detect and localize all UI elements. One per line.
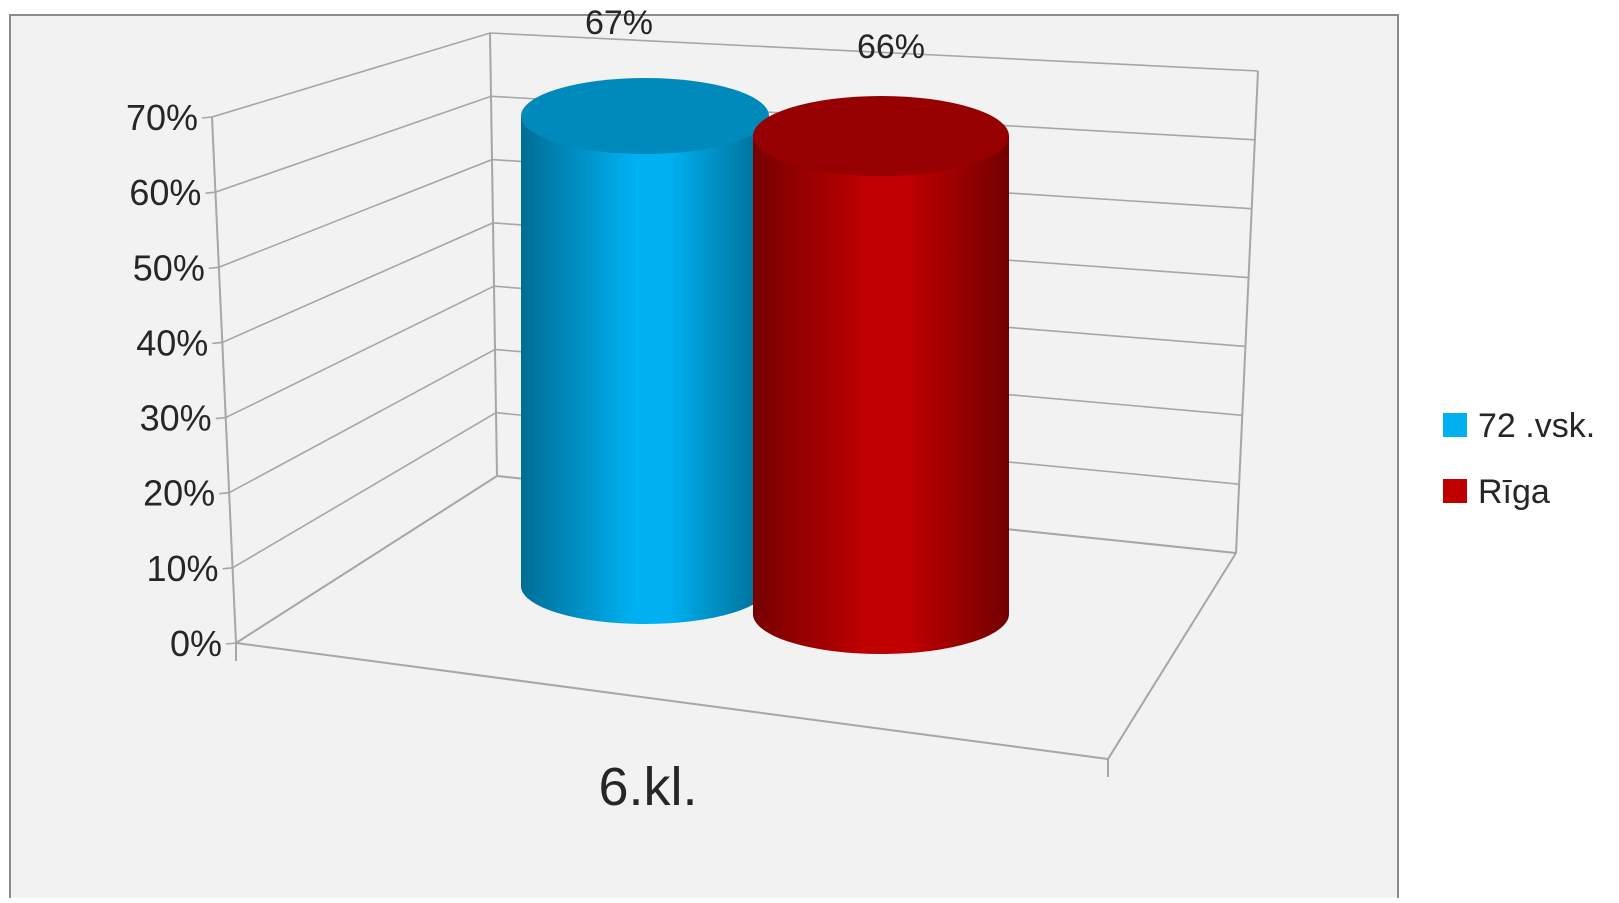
bar-1 — [521, 78, 769, 624]
bar-2 — [753, 96, 1009, 654]
category-label: 6.kl. — [598, 757, 697, 817]
legend-item-2: Rīga — [1443, 473, 1550, 511]
legend: 72 .vsk. Rīga — [1443, 407, 1595, 511]
data-label: 66% — [857, 28, 925, 66]
y-tick-label: 30% — [140, 398, 212, 439]
legend-label: Rīga — [1478, 473, 1550, 511]
back-left-edge — [489, 32, 498, 477]
y-tick-mark — [201, 116, 213, 119]
y-tick-mark — [225, 642, 237, 645]
y-tick-label: 70% — [126, 97, 198, 138]
bar-body — [521, 116, 769, 624]
bar-top — [521, 78, 769, 154]
gridline — [211, 32, 1259, 118]
y-tick-label: 0% — [170, 623, 222, 664]
category-labels: 6.kl. — [598, 757, 697, 817]
y-tick-label: 40% — [136, 322, 208, 363]
y-tick-label: 50% — [133, 247, 205, 288]
y-tick-label: 20% — [143, 473, 215, 514]
y-tick-label: 60% — [129, 172, 201, 213]
bar-top — [753, 96, 1009, 176]
y-tick-mark — [212, 341, 223, 345]
legend-label: 72 .vsk. — [1478, 407, 1595, 445]
legend-swatch — [1443, 413, 1467, 437]
y-axis-tick-labels: 0% 10% 20% 30% 40% 50% 60% 70% — [126, 97, 222, 664]
y-tick-mark — [219, 491, 230, 495]
data-label: 67% — [585, 4, 653, 42]
y-tick-mark — [215, 416, 226, 420]
data-labels: 67% 66% — [585, 4, 925, 66]
bars — [521, 78, 1009, 654]
y-tick-mark — [205, 191, 216, 194]
bar-body — [753, 136, 1009, 654]
legend-swatch — [1443, 479, 1467, 503]
y-tick-label: 10% — [147, 548, 219, 589]
y-tick-mark — [222, 567, 233, 570]
legend-item-1: 72 .vsk. — [1443, 407, 1595, 445]
y-tick-mark — [208, 266, 219, 270]
